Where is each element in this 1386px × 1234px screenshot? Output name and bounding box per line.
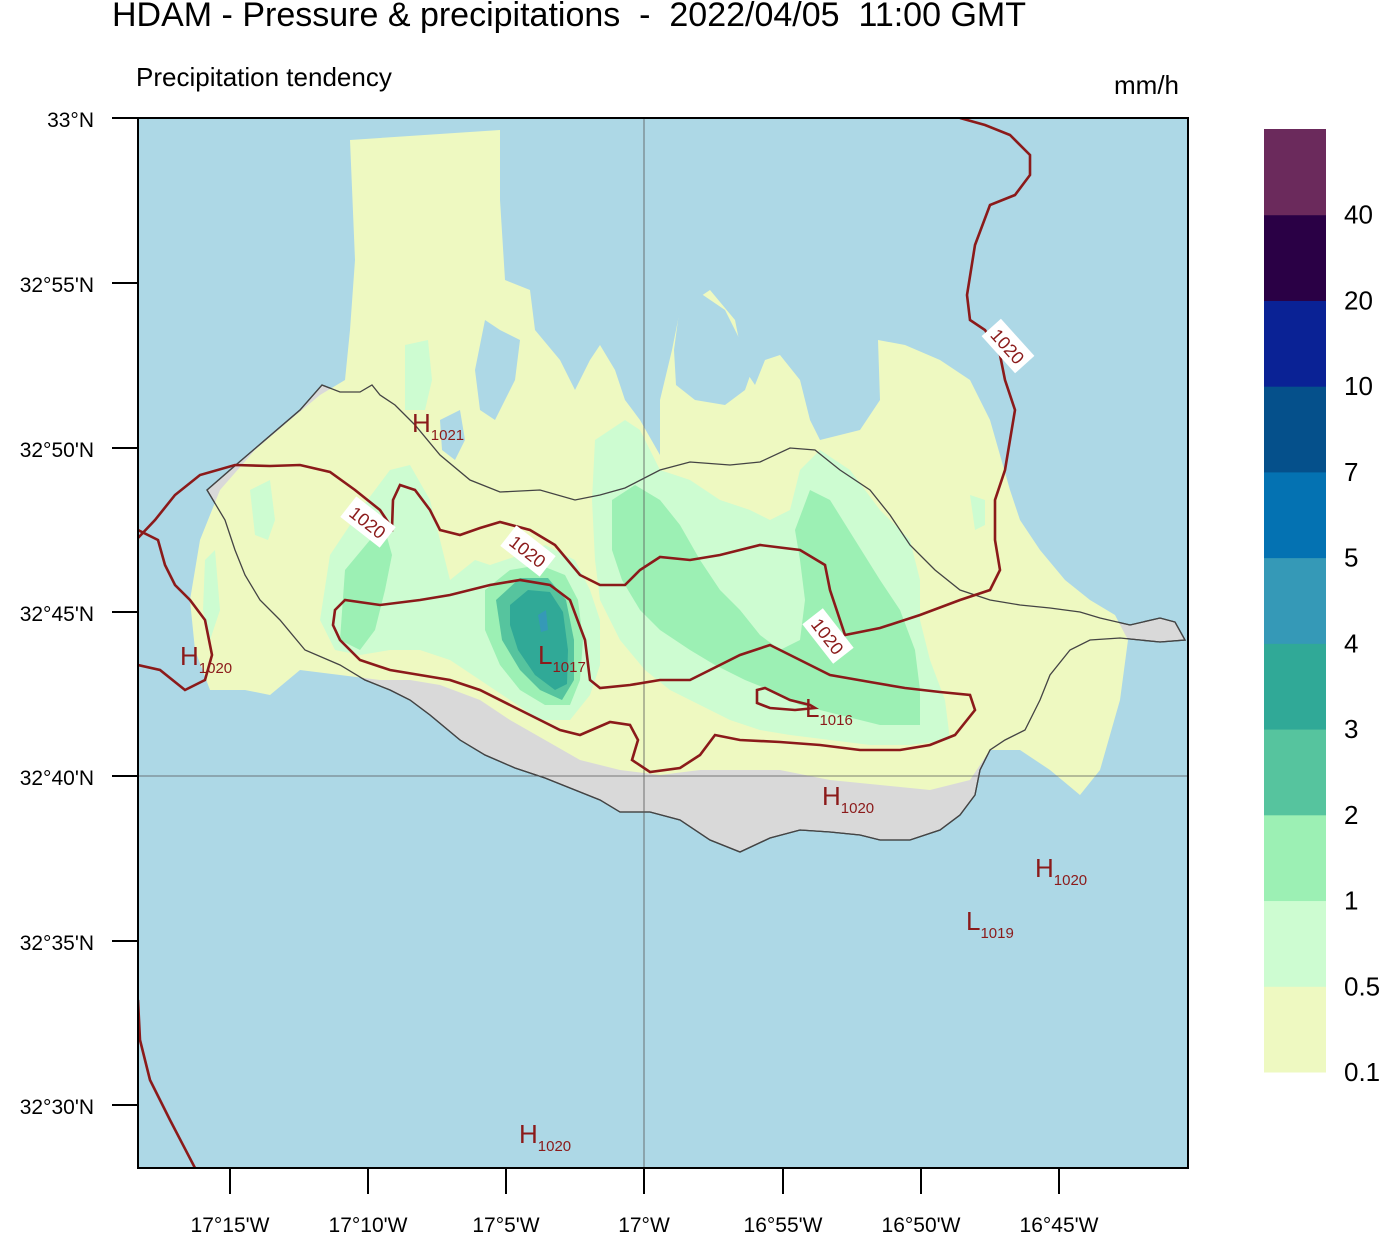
colorbar-label: 40 xyxy=(1344,200,1373,230)
pressure-center: L1017 xyxy=(538,640,586,676)
lon-label: 16°55'W xyxy=(744,1214,823,1234)
colorbar-segment xyxy=(1264,471,1326,559)
units-label: mm/h xyxy=(1114,70,1179,100)
lon-labels: 17°15'W 17°10'W 17°5'W 17°W 16°55'W 16°5… xyxy=(191,1214,1099,1234)
chart-subtitle: Precipitation tendency xyxy=(136,62,392,92)
precip-4 xyxy=(538,610,548,632)
colorbar: 0.1 0.5 1 2 3 4 5 7 10 20 40 xyxy=(1264,129,1380,1087)
lon-label: 17°W xyxy=(618,1214,670,1234)
colorbar-segment xyxy=(1264,900,1326,987)
colorbar-label: 20 xyxy=(1344,285,1373,315)
lat-ticks xyxy=(112,117,138,1106)
colorbar-label: 4 xyxy=(1344,628,1358,658)
colorbar-segment xyxy=(1264,729,1326,816)
pressure-centers: H1021 H1020 L1017 L1016 H1020 H1020 L101… xyxy=(180,408,1087,1155)
colorbar-segment xyxy=(1264,986,1326,1073)
lat-label: 32°55'N xyxy=(20,274,94,297)
pressure-center: H1020 xyxy=(822,781,874,817)
lat-label: 32°35'N xyxy=(20,932,94,955)
colorbar-segment xyxy=(1264,814,1326,902)
colorbar-segment xyxy=(1264,214,1326,301)
pressure-center: L1019 xyxy=(966,906,1014,942)
lon-ticks xyxy=(229,1168,1060,1194)
lon-label: 17°10'W xyxy=(329,1214,408,1234)
colorbar-label: 2 xyxy=(1344,800,1358,830)
pressure-center: L1016 xyxy=(805,693,853,729)
lat-label: 32°30'N xyxy=(20,1096,94,1119)
pressure-center: H1020 xyxy=(180,641,232,677)
pressure-center: H1020 xyxy=(1035,853,1087,889)
colorbar-label: 3 xyxy=(1344,714,1358,744)
colorbar-label: 10 xyxy=(1344,371,1373,401)
pressure-center: H1021 xyxy=(412,408,464,444)
colorbar-label: 0.5 xyxy=(1344,971,1380,1001)
isobars xyxy=(138,118,1032,1168)
colorbar-segment xyxy=(1264,386,1326,473)
pressure-center: H1020 xyxy=(519,1119,571,1155)
lat-label: 33°N xyxy=(47,109,94,132)
lon-label: 16°45'W xyxy=(1020,1214,1099,1234)
chart-title: HDAM - Pressure & precipitations - 2022/… xyxy=(112,0,1026,34)
lon-label: 17°5'W xyxy=(472,1214,539,1234)
colorbar-label: 5 xyxy=(1344,543,1358,573)
colorbar-label: 7 xyxy=(1344,457,1358,487)
colorbar-segment xyxy=(1264,557,1326,644)
map-frame xyxy=(137,117,1189,1169)
lat-label: 32°45'N xyxy=(20,603,94,626)
colorbar-segment xyxy=(1264,643,1326,730)
colorbar-label: 1 xyxy=(1344,886,1358,916)
lon-label: 17°15'W xyxy=(191,1214,270,1234)
colorbar-segment xyxy=(1264,129,1326,216)
lon-label: 16°50'W xyxy=(882,1214,961,1234)
lat-label: 32°40'N xyxy=(20,767,94,790)
map-area: 1020 1020 1020 1020 H1021 H1020 L1017 L1… xyxy=(138,118,1188,1168)
lat-labels: 33°N 32°55'N 32°50'N 32°45'N 32°40'N 32°… xyxy=(20,109,94,1119)
lat-label: 32°50'N xyxy=(20,439,94,462)
precip-3 xyxy=(510,590,568,690)
colorbar-label: 0.1 xyxy=(1344,1057,1380,1087)
coastline xyxy=(206,384,1187,853)
colorbar-segment xyxy=(1264,300,1326,387)
